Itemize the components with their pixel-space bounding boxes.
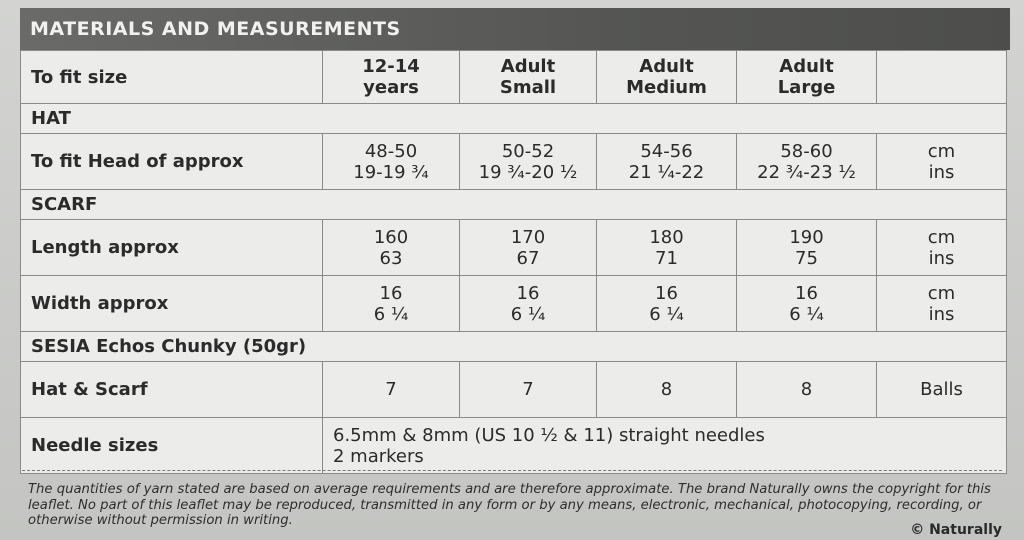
copyright-footnote: The quantities of yarn stated are based … bbox=[28, 482, 991, 528]
length-value-1: 160 63 bbox=[322, 219, 460, 276]
needle-row: Needle sizes 6.5mm & 8mm (US 10 ½ & 11) … bbox=[20, 417, 1007, 474]
length-value-4: 190 75 bbox=[736, 219, 877, 276]
hat-section-title: HAT bbox=[20, 103, 1007, 134]
length-value-2: 170 67 bbox=[459, 219, 597, 276]
size-col-2: Adult Small bbox=[459, 50, 597, 104]
hat-scarf-label: Hat & Scarf bbox=[20, 361, 323, 418]
size-header-row: To fit size 12-14 years Adult Small Adult M… bbox=[20, 50, 1007, 104]
head-value-4: 58-60 22 ¾-23 ½ bbox=[736, 133, 877, 190]
balls-value-2: 7 bbox=[459, 361, 597, 418]
balls-unit: Balls bbox=[876, 361, 1007, 418]
size-label: To fit size bbox=[20, 50, 323, 104]
width-value-3: 16 6 ¼ bbox=[596, 275, 737, 332]
needle-details: 6.5mm & 8mm (US 10 ½ & 11) straight need… bbox=[322, 417, 1007, 474]
size-col-3: Adult Medium bbox=[596, 50, 737, 104]
width-value-1: 16 6 ¼ bbox=[322, 275, 460, 332]
head-value-1: 48-50 19-19 ¾ bbox=[322, 133, 460, 190]
size-col-4: Adult Large bbox=[736, 50, 877, 104]
width-value-2: 16 6 ¼ bbox=[459, 275, 597, 332]
hat-section-row: HAT bbox=[20, 103, 1007, 134]
yarn-section-row: SESIA Echos Chunky (50gr) bbox=[20, 331, 1007, 362]
width-value-4: 16 6 ¼ bbox=[736, 275, 877, 332]
width-row: Width approx 16 6 ¼ 16 6 ¼ 16 6 ¼ 16 6 ¼ cm i… bbox=[20, 275, 1007, 332]
width-label: Width approx bbox=[20, 275, 323, 332]
length-row: Length approx 160 63 170 67 180 71 190 75 cm… bbox=[20, 219, 1007, 276]
measurements-table: To fit size 12-14 years Adult Small Adult M… bbox=[20, 50, 1007, 474]
copyright-mark: © Naturally bbox=[910, 522, 1002, 538]
scarf-section-title: SCARF bbox=[20, 189, 1007, 220]
balls-value-4: 8 bbox=[736, 361, 877, 418]
scarf-section-row: SCARF bbox=[20, 189, 1007, 220]
length-units: cm ins bbox=[876, 219, 1007, 276]
head-value-3: 54-56 21 ¼-22 bbox=[596, 133, 737, 190]
length-value-3: 180 71 bbox=[596, 219, 737, 276]
balls-value-3: 8 bbox=[596, 361, 737, 418]
needle-label: Needle sizes bbox=[20, 417, 323, 474]
unit-col-header bbox=[876, 50, 1007, 104]
yarn-section-title: SESIA Echos Chunky (50gr) bbox=[20, 331, 1007, 362]
section-title: MATERIALS AND MEASUREMENTS bbox=[20, 8, 1010, 50]
length-label: Length approx bbox=[20, 219, 323, 276]
head-label: To fit Head of approx bbox=[20, 133, 323, 190]
size-col-1: 12-14 years bbox=[322, 50, 460, 104]
head-units: cm ins bbox=[876, 133, 1007, 190]
balls-value-1: 7 bbox=[322, 361, 460, 418]
head-value-2: 50-52 19 ¾-20 ½ bbox=[459, 133, 597, 190]
dashed-divider bbox=[22, 470, 1002, 471]
hat-scarf-row: Hat & Scarf 7 7 8 8 Balls bbox=[20, 361, 1007, 418]
head-row: To fit Head of approx 48-50 19-19 ¾ 50-52… bbox=[20, 133, 1007, 190]
width-units: cm ins bbox=[876, 275, 1007, 332]
